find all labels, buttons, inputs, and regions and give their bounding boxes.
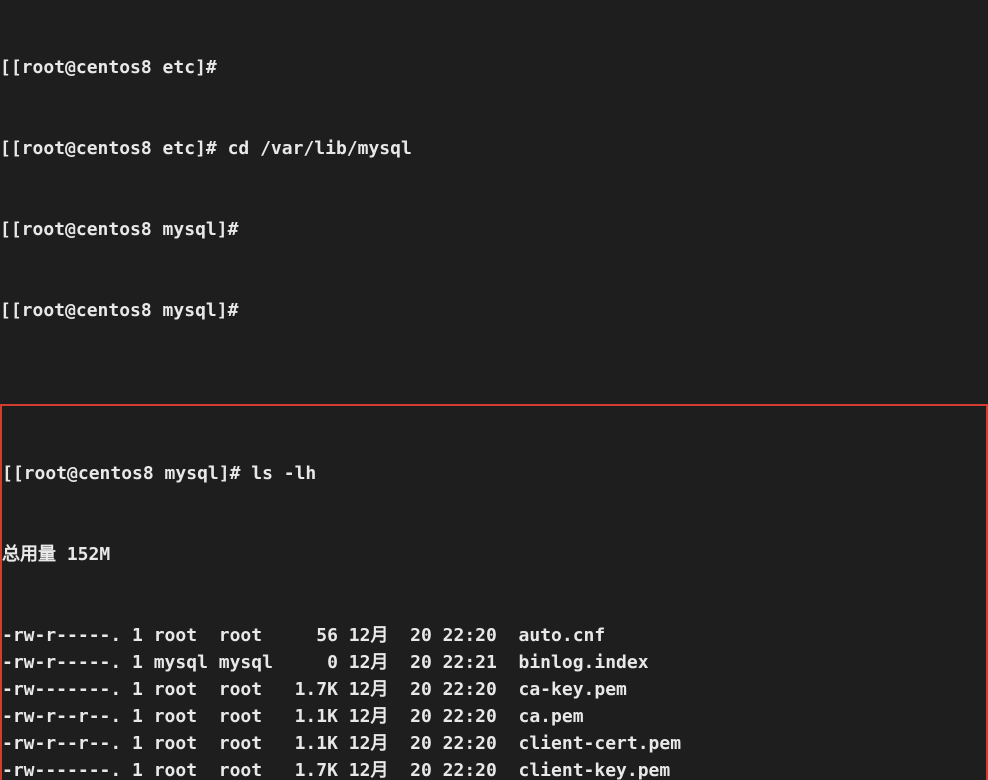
prompt-ls: [[root@centos8 mysql]# ls -lh	[2, 460, 986, 487]
ls-output-block: [[root@centos8 mysql]# ls -lh 总用量 152M -…	[0, 404, 988, 780]
prompt-line: [[root@centos8 etc]#	[0, 54, 988, 81]
terminal-window[interactable]: [[root@centos8 etc]# [[root@centos8 etc]…	[0, 0, 988, 780]
file-listing: -rw-r-----. 1 root root 56 12月 20 22:20 …	[2, 622, 986, 780]
prompt-line: [[root@centos8 mysql]#	[0, 297, 988, 324]
listing-row: -rw-r--r--. 1 root root 1.1K 12月 20 22:2…	[2, 703, 986, 730]
listing-row: -rw-------. 1 root root 1.7K 12月 20 22:2…	[2, 757, 986, 780]
prompt-line: [[root@centos8 etc]# cd /var/lib/mysql	[0, 135, 988, 162]
file-name: client-cert.pem	[508, 733, 681, 754]
file-name: auto.cnf	[508, 625, 606, 646]
prompt-line: [[root@centos8 mysql]#	[0, 216, 988, 243]
file-name: binlog.index	[508, 652, 649, 673]
file-name: ca.pem	[508, 706, 584, 727]
file-name: client-key.pem	[508, 760, 671, 780]
total-line: 总用量 152M	[2, 541, 986, 568]
listing-row: -rw-r-----. 1 mysql mysql 0 12月 20 22:21…	[2, 649, 986, 676]
listing-row: -rw-r-----. 1 root root 56 12月 20 22:20 …	[2, 622, 986, 649]
file-name: ca-key.pem	[508, 679, 627, 700]
listing-row: -rw-------. 1 root root 1.7K 12月 20 22:2…	[2, 676, 986, 703]
listing-row: -rw-r--r--. 1 root root 1.1K 12月 20 22:2…	[2, 730, 986, 757]
